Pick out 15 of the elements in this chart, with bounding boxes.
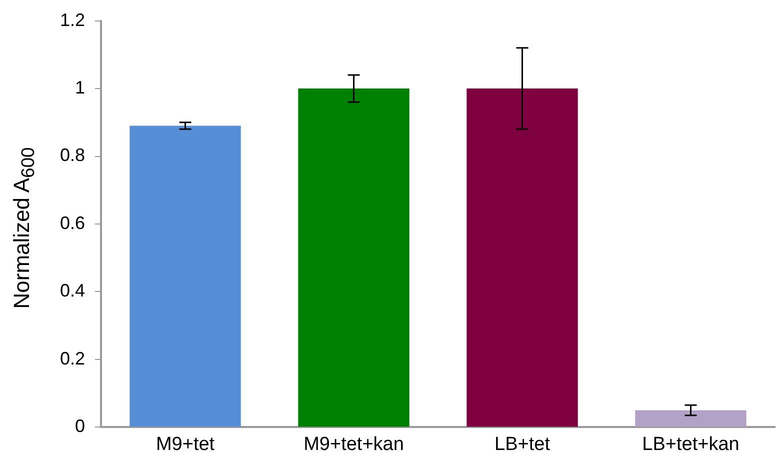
bar (635, 410, 746, 427)
y-tick-label: 0.4 (60, 280, 86, 301)
bar (130, 126, 241, 427)
bar (466, 88, 578, 427)
y-tick-label: 1.2 (60, 10, 86, 30)
y-tick-label: 1 (75, 78, 86, 98)
x-tick-label: M9+tet (156, 434, 216, 455)
x-tick-label: LB+tet+kan (642, 434, 740, 455)
x-tick-label: LB+tet (494, 434, 551, 455)
y-tick-label: 0 (75, 416, 86, 436)
y-tick-label: 0.6 (60, 212, 86, 233)
y-tick-label: 0.2 (60, 348, 86, 368)
y-tick-label: 0.8 (60, 145, 86, 166)
x-tick-label: M9+tet+kan (304, 434, 404, 455)
bar (298, 88, 410, 427)
